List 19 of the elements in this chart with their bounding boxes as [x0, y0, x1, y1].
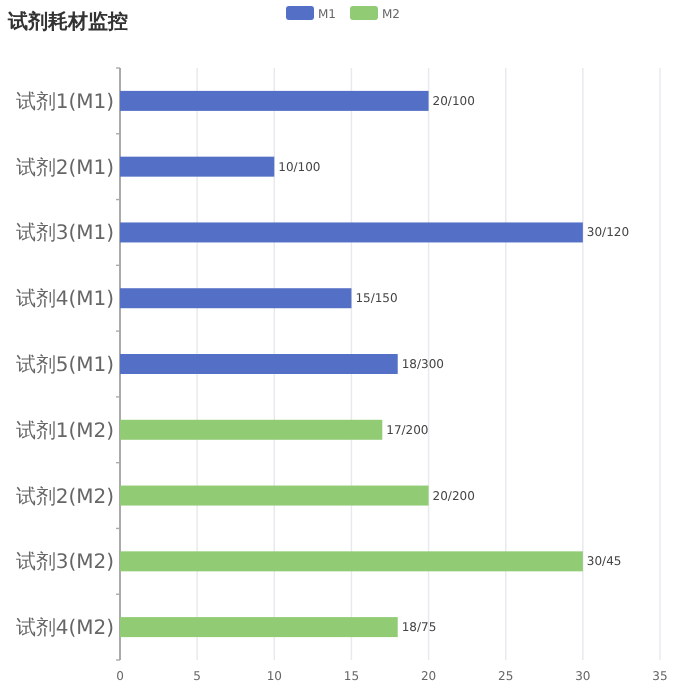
- bar: [120, 156, 275, 177]
- y-tick-label: 试剂3(M1): [15, 221, 115, 246]
- y-tick-label: 试剂2(M2): [15, 484, 115, 509]
- bar: [120, 90, 429, 111]
- y-tick-label: 试剂3(M2): [15, 550, 115, 575]
- bar: [120, 617, 398, 638]
- y-tick-label: 试剂4(M2): [15, 616, 115, 641]
- bar: [120, 288, 352, 309]
- bar: [120, 222, 583, 243]
- title: 试剂耗材监控: [8, 12, 128, 34]
- y-tick-label: 试剂5(M1): [15, 353, 115, 377]
- bar: [120, 485, 429, 506]
- y-tick-label: 试剂1(M1): [15, 89, 115, 114]
- bar: [120, 354, 398, 374]
- y-tick-label: 试剂2(M1): [15, 155, 115, 180]
- y-tick-label: 试剂1(M2): [15, 418, 115, 443]
- y-tick-label: 试剂4(M1): [15, 287, 115, 312]
- bar: [120, 419, 383, 440]
- bar: [120, 551, 583, 572]
